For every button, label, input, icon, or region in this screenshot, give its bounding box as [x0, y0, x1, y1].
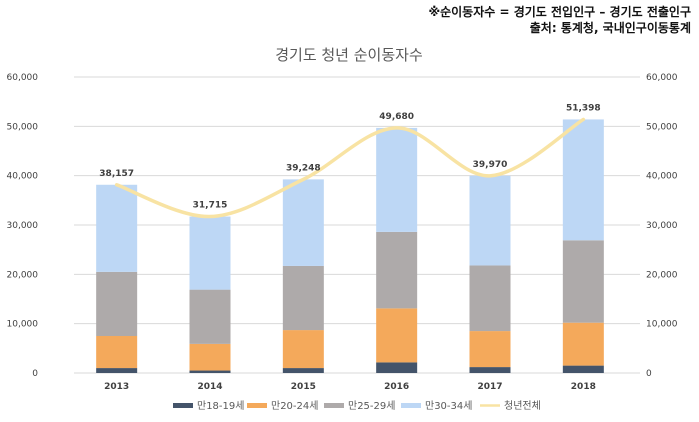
y-tick-label: 10,000 [7, 320, 39, 330]
y2-tick-label: 50,000 [646, 122, 678, 132]
bar-segment-만18-19세 [562, 365, 604, 373]
bar-segment-만20-24세 [562, 322, 604, 366]
bar-segment-만25-29세 [469, 265, 511, 332]
bar-segment-만18-19세 [469, 367, 511, 373]
data-source: 출처: 통계청, 국내인구이동통계 [529, 21, 691, 35]
data-label-total: 51,398 [566, 103, 601, 113]
legend-swatch [173, 403, 193, 408]
x-tick-label: 2016 [384, 382, 409, 392]
bar-segment-만30-34세 [562, 119, 604, 241]
bar-segment-만30-34세 [282, 179, 324, 266]
data-label-total: 31,715 [193, 201, 228, 211]
x-tick-label: 2013 [104, 382, 129, 392]
legend-label: 만18-19세 [197, 400, 244, 412]
y2-tick-label: 10,000 [646, 320, 678, 330]
bar-segment-만20-24세 [96, 336, 138, 369]
y-tick-label: 0 [32, 369, 38, 379]
y2-tick-label: 40,000 [646, 172, 678, 182]
x-tick-label: 2014 [197, 382, 222, 392]
bar-segment-만18-19세 [96, 368, 138, 373]
data-label-total: 38,157 [99, 169, 134, 179]
bar-segment-만30-34세 [376, 127, 418, 232]
bar-segment-만30-34세 [469, 175, 511, 266]
legend-label: 청년전체 [504, 400, 541, 412]
legend-swatch [324, 403, 344, 408]
bar-segment-만25-29세 [96, 271, 138, 336]
bar-stack-2014 [189, 216, 231, 373]
y2-tick-label: 20,000 [646, 270, 678, 280]
y2-tick-label: 60,000 [646, 73, 678, 83]
data-labels: 38,157 31,715 39,248 49,680 39,970 51,398 [99, 103, 600, 210]
bar-stack-2017 [469, 175, 511, 373]
data-label-total: 39,248 [286, 163, 321, 173]
legend-label: 만25-29세 [348, 400, 395, 412]
legend-swatch [247, 403, 267, 408]
y-tick-label: 40,000 [7, 172, 39, 182]
y2-tick-label: 30,000 [646, 221, 678, 231]
bar-stack-2013 [96, 184, 138, 373]
gridlines [74, 76, 640, 374]
bar-segment-만20-24세 [189, 343, 231, 371]
bars [96, 119, 604, 373]
y2-tick-label: 0 [646, 369, 652, 379]
bar-segment-만30-34세 [189, 216, 231, 290]
bar-segment-만20-24세 [469, 331, 511, 368]
x-tick-label: 2015 [291, 382, 316, 392]
bar-segment-만25-29세 [376, 231, 418, 309]
bar-segment-만30-34세 [96, 184, 138, 272]
bar-segment-만25-29세 [189, 289, 231, 344]
x-tick-label: 2018 [571, 382, 596, 392]
y-tick-label: 30,000 [7, 221, 39, 231]
bar-segment-만20-24세 [282, 330, 324, 369]
bar-segment-만18-19세 [376, 362, 418, 373]
source-note: ※순이동자수 = 경기도 전입인구 – 경기도 전출인구 출처: 통계청, 국내… [428, 4, 691, 36]
legend-item: 청년전체 [480, 400, 541, 412]
x-tick-label: 2017 [477, 382, 502, 392]
bar-segment-만18-19세 [189, 370, 231, 373]
data-label-total: 39,970 [473, 160, 508, 170]
legend-item: 만18-19세 [173, 400, 244, 412]
y-tick-label: 60,000 [7, 73, 39, 83]
bar-segment-만25-29세 [562, 240, 604, 323]
bar-segment-만25-29세 [282, 265, 324, 331]
y-axis-right: 0 10,000 20,000 30,000 40,000 50,000 60,000 [646, 73, 678, 379]
bar-segment-만20-24세 [376, 308, 418, 363]
bar-stack-2016 [376, 127, 418, 373]
legend-swatch [401, 403, 421, 408]
x-axis: 2013 2014 2015 2016 2017 2018 [104, 382, 596, 392]
y-tick-label: 20,000 [7, 270, 39, 280]
bar-segment-만18-19세 [282, 368, 324, 373]
bar-stack-2015 [282, 179, 324, 373]
legend-item: 만30-34세 [401, 400, 472, 412]
legend-label: 만20-24세 [271, 400, 318, 412]
total-line-path [114, 117, 586, 219]
total-line [114, 117, 586, 219]
net-migration-definition: ※순이동자수 = 경기도 전입인구 – 경기도 전출인구 [428, 5, 691, 19]
legend-label: 만30-34세 [425, 400, 472, 412]
bar-stack-2018 [562, 119, 604, 373]
data-label-total: 49,680 [379, 112, 414, 122]
y-axis-left: 0 10,000 20,000 30,000 40,000 50,000 60,000 [7, 73, 39, 379]
chart-title: 경기도 청년 순이동자수 [275, 46, 423, 64]
legend-item: 만20-24세 [247, 400, 318, 412]
legend: 만18-19세 만20-24세 만25-29세 만30-34세 청년전체 [173, 400, 541, 412]
y-tick-label: 50,000 [7, 122, 39, 132]
legend-item: 만25-29세 [324, 400, 395, 412]
